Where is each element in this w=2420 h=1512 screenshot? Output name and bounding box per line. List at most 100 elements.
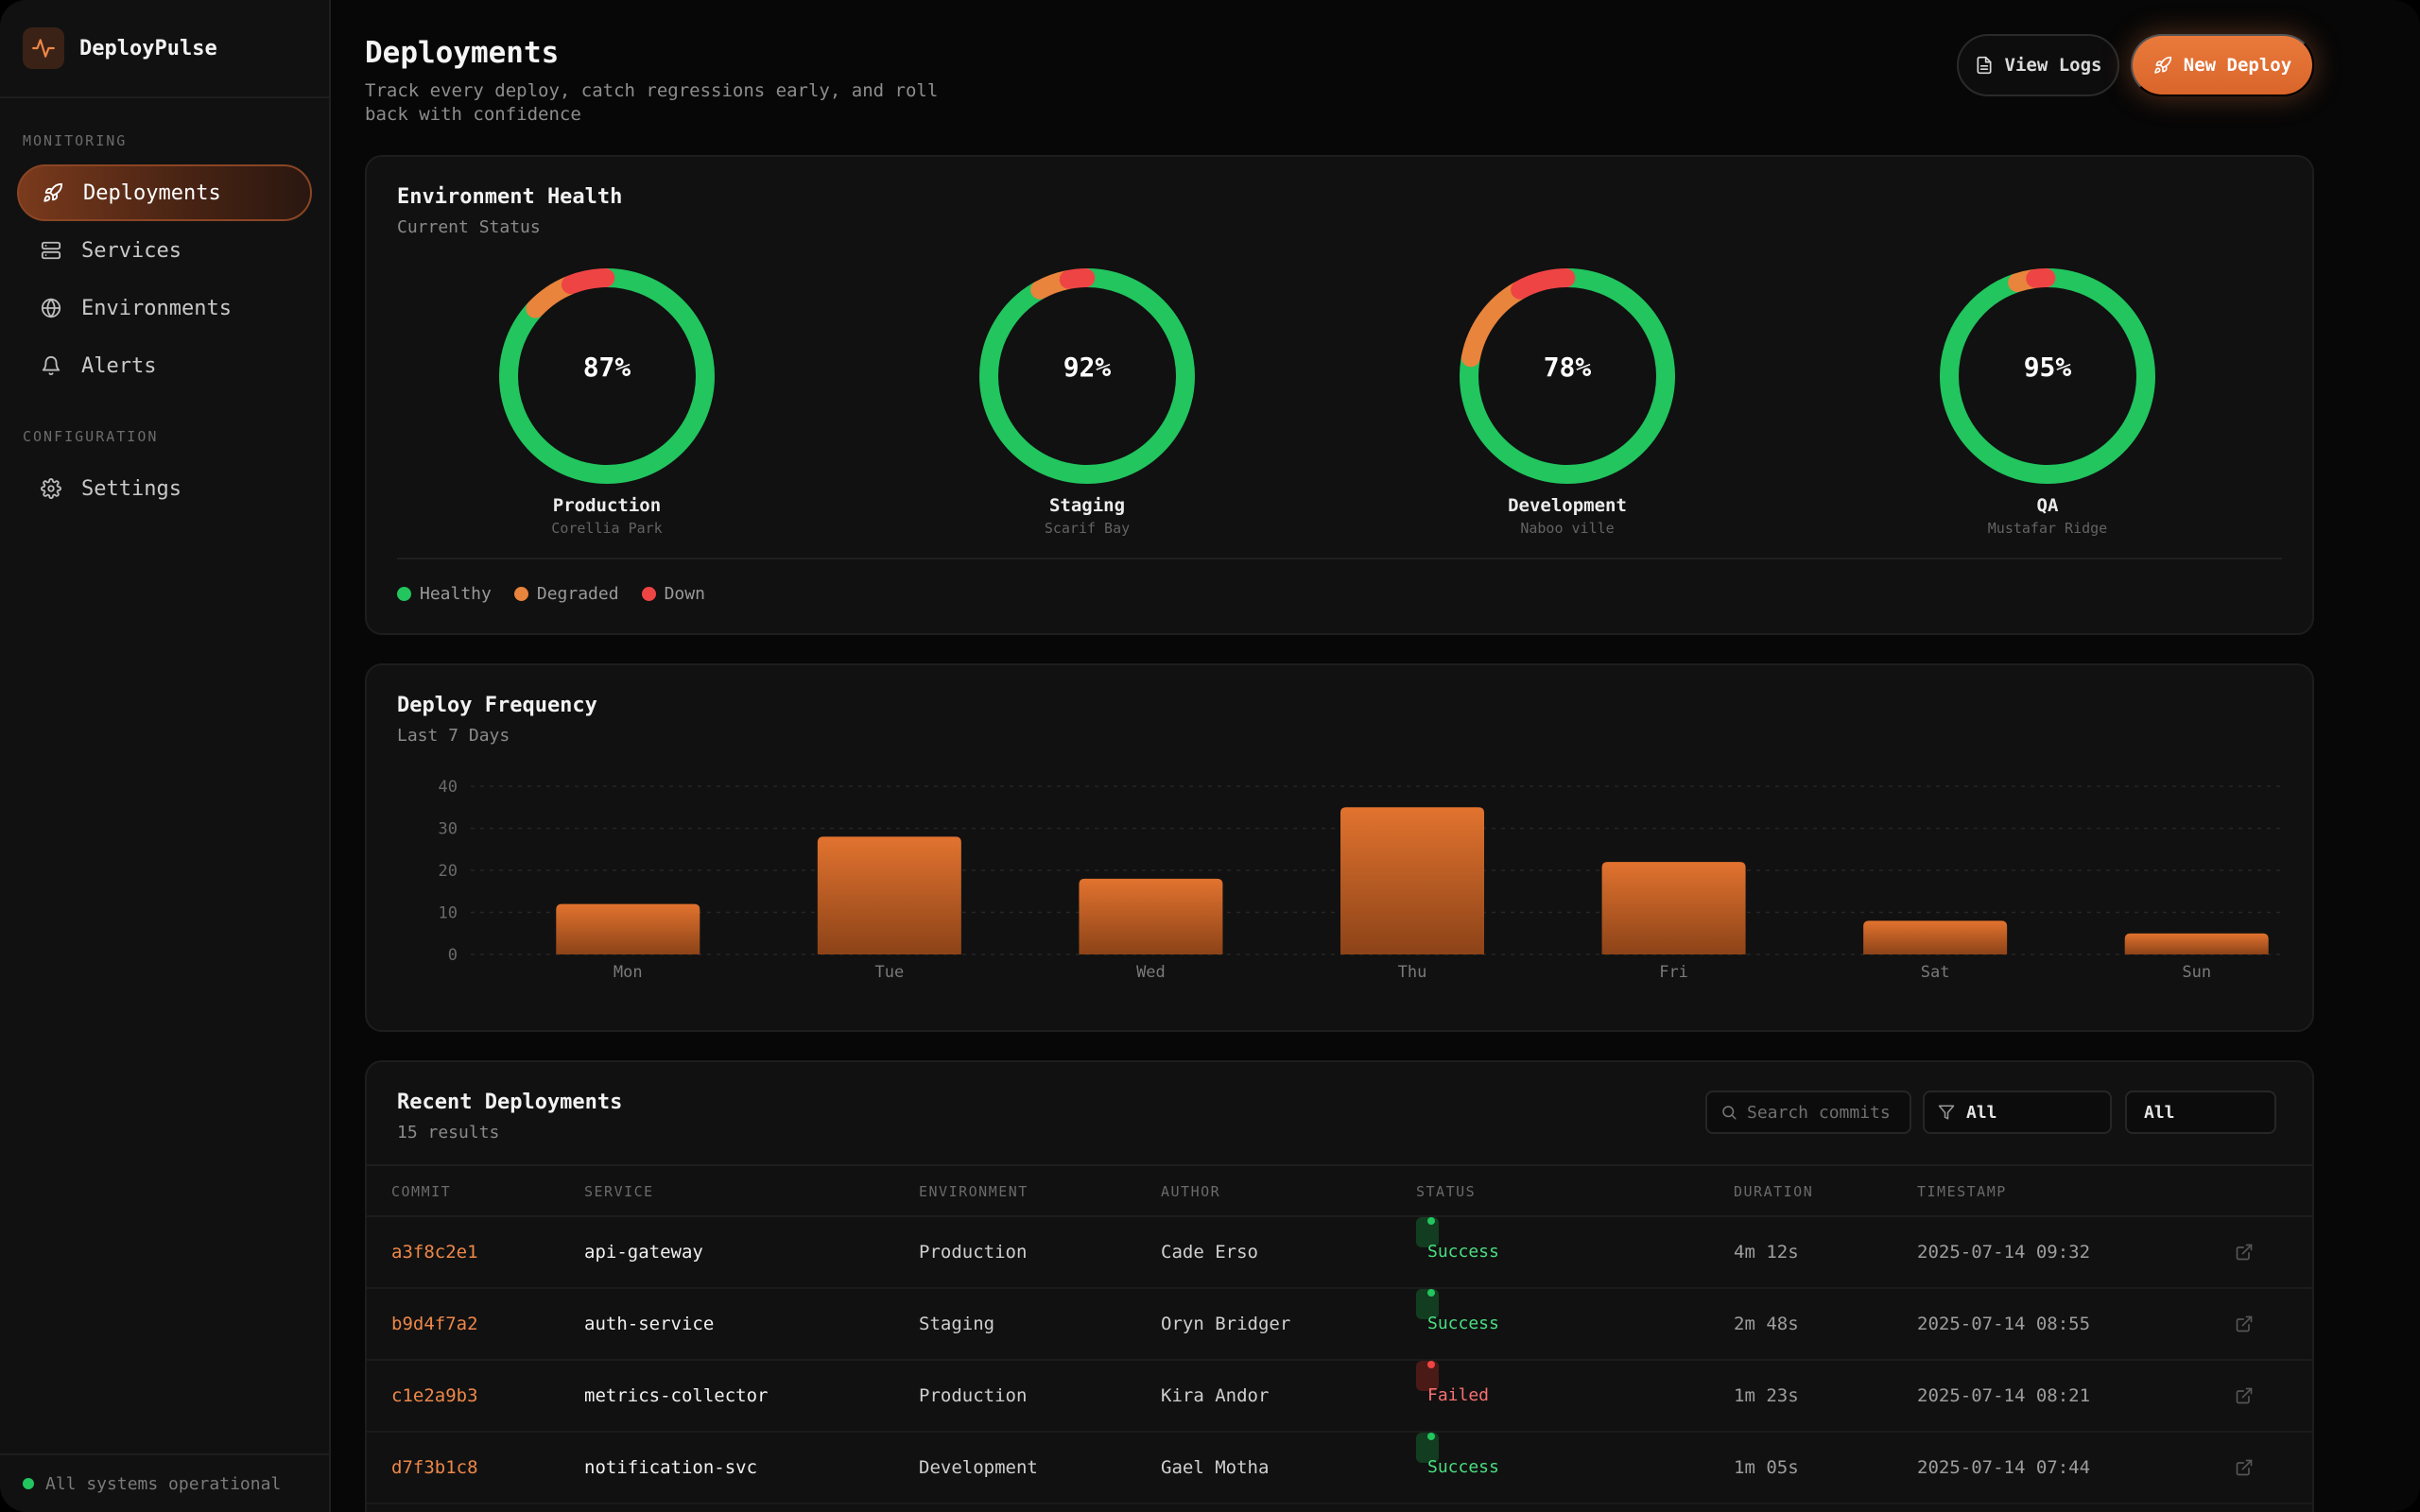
sidebar: DeployPulse MONITORING Deployments Servi… — [0, 0, 331, 1512]
table-row[interactable]: a3f8c2e1 api-gateway Production Cade Ers… — [367, 1217, 2312, 1289]
column-header[interactable]: AUTHOR — [1161, 1183, 1221, 1200]
rocket-icon — [42, 181, 64, 204]
commit-hash[interactable]: a3f8c2e1 — [391, 1242, 478, 1263]
page-subtitle: Track every deploy, catch regressions ea… — [365, 80, 939, 125]
search-icon — [1720, 1104, 1737, 1121]
sidebar-item-label: Services — [81, 238, 182, 263]
search-input[interactable] — [1747, 1102, 1898, 1123]
table-row[interactable]: b9d4f7a2 auth-service Staging Oryn Bridg… — [367, 1289, 2312, 1361]
external-link-icon[interactable] — [2235, 1289, 2254, 1359]
sidebar-item-environments[interactable]: Environments — [17, 280, 312, 336]
column-header[interactable]: ENVIRONMENT — [919, 1183, 1028, 1200]
external-link-icon[interactable] — [2235, 1433, 2254, 1503]
gauge-env-location: Naboo ville — [1520, 520, 1615, 537]
pulse-logo-icon — [23, 27, 64, 69]
y-tick-label: 30 — [439, 820, 458, 839]
x-tick-label: Wed — [1136, 963, 1166, 982]
filter-value: All — [1966, 1102, 1997, 1123]
commit-hash[interactable]: b9d4f7a2 — [391, 1314, 478, 1334]
legend-degraded: Degraded — [513, 584, 619, 604]
status-badge: Success — [1416, 1433, 1499, 1477]
x-tick-label: Sat — [1921, 963, 1950, 982]
column-header[interactable]: TIMESTAMP — [1917, 1183, 2007, 1200]
environment-health-card: Environment Health Current Status 87% Pr… — [365, 155, 2314, 635]
service-name: auth-service — [584, 1314, 715, 1334]
bell-icon — [40, 354, 62, 377]
system-status: All systems operational — [0, 1453, 329, 1512]
health-title: Environment Health — [397, 185, 623, 209]
view-logs-label: View Logs — [2004, 55, 2102, 76]
status-filter-select[interactable]: All — [2125, 1091, 2276, 1134]
legend-healthy: Healthy — [397, 584, 492, 604]
status-dot-icon — [23, 1478, 34, 1489]
table-row[interactable]: c1e2a9b3 metrics-collector Production Ki… — [367, 1361, 2312, 1433]
bar-mon[interactable] — [556, 903, 700, 954]
bar-sat[interactable] — [1863, 920, 2008, 954]
donut-chart — [979, 268, 1195, 484]
sidebar-item-deployments[interactable]: Deployments — [17, 164, 312, 221]
column-header[interactable]: SERVICE — [584, 1183, 654, 1200]
gauge-env-location: Scarif Bay — [1044, 520, 1131, 537]
gauge-qa[interactable]: 95% QA Mustafar Ridge — [1925, 263, 2170, 537]
x-tick-label: Tue — [874, 963, 904, 982]
bar-tue[interactable] — [817, 836, 961, 954]
table-row[interactable]: d7f3b1c8 notification-svc Development Ga… — [367, 1433, 2312, 1504]
bar-sun[interactable] — [2124, 933, 2269, 954]
environment-filter-select[interactable]: All — [1923, 1091, 2112, 1134]
gauge-staging[interactable]: 92% Staging Scarif Bay — [964, 263, 1210, 537]
gauge-env-name: Production — [552, 495, 662, 516]
nav-section-configuration: CONFIGURATION — [23, 428, 159, 445]
duration: 1m 05s — [1734, 1457, 1799, 1478]
gauge-production[interactable]: 87% Production Corellia Park — [484, 263, 730, 537]
gauge-development[interactable]: 78% Development Naboo ville — [1444, 263, 1690, 537]
new-deploy-button[interactable]: New Deploy — [2131, 34, 2314, 96]
frequency-title: Deploy Frequency — [397, 694, 597, 717]
external-link-icon[interactable] — [2235, 1217, 2254, 1287]
status-label: Success — [1427, 1242, 1499, 1262]
donut-segment-down — [1460, 268, 1675, 484]
donut-chart — [1460, 268, 1675, 484]
author-name: Gael Motha — [1161, 1457, 1270, 1478]
sidebar-item-label: Settings — [81, 476, 182, 501]
brand[interactable]: DeployPulse — [0, 0, 329, 98]
sidebar-item-alerts[interactable]: Alerts — [17, 337, 312, 394]
timestamp: 2025-07-14 07:44 — [1917, 1457, 2091, 1478]
view-logs-button[interactable]: View Logs — [1957, 34, 2119, 96]
sidebar-item-services[interactable]: Services — [17, 222, 312, 279]
duration: 2m 48s — [1734, 1314, 1799, 1334]
donut-segment-down — [979, 268, 1195, 484]
health-legend: Healthy Degraded Down — [397, 584, 728, 604]
recent-count: 15 results — [397, 1123, 500, 1143]
external-link-icon[interactable] — [2235, 1361, 2254, 1431]
gear-icon — [40, 477, 62, 500]
column-header[interactable]: STATUS — [1416, 1183, 1477, 1200]
main-content: Deployments Track every deploy, catch re… — [331, 0, 2420, 1512]
sidebar-item-settings[interactable]: Settings — [17, 460, 312, 517]
globe-icon — [40, 297, 62, 319]
gauge-env-name: QA — [2036, 495, 2059, 516]
commit-hash[interactable]: d7f3b1c8 — [391, 1457, 478, 1478]
sidebar-item-label: Deployments — [83, 180, 221, 205]
bar-wed[interactable] — [1079, 878, 1223, 954]
new-deploy-label: New Deploy — [2183, 55, 2292, 76]
timestamp: 2025-07-14 09:32 — [1917, 1242, 2091, 1263]
gauge-env-name: Staging — [1048, 495, 1126, 516]
table-header: COMMIT SERVICE ENVIRONMENT AUTHOR STATUS… — [367, 1164, 2312, 1217]
column-header[interactable]: COMMIT — [391, 1183, 452, 1200]
bar-fri[interactable] — [1601, 862, 1746, 954]
duration: 1m 23s — [1734, 1385, 1799, 1406]
legend-dot-icon — [513, 587, 528, 601]
legend-label: Healthy — [420, 584, 492, 604]
column-header[interactable]: DURATION — [1734, 1183, 1814, 1200]
gauge-percent: 78% — [1543, 352, 1592, 383]
service-name: metrics-collector — [584, 1385, 769, 1406]
commit-hash[interactable]: c1e2a9b3 — [391, 1385, 478, 1406]
environment-name: Development — [919, 1457, 1038, 1478]
legend-down: Down — [641, 584, 705, 604]
filter-value: All — [2144, 1102, 2175, 1123]
bar-thu[interactable] — [1340, 807, 1484, 954]
sidebar-item-label: Alerts — [81, 353, 157, 378]
search-box[interactable] — [1705, 1091, 1911, 1134]
recent-title: Recent Deployments — [397, 1091, 623, 1114]
